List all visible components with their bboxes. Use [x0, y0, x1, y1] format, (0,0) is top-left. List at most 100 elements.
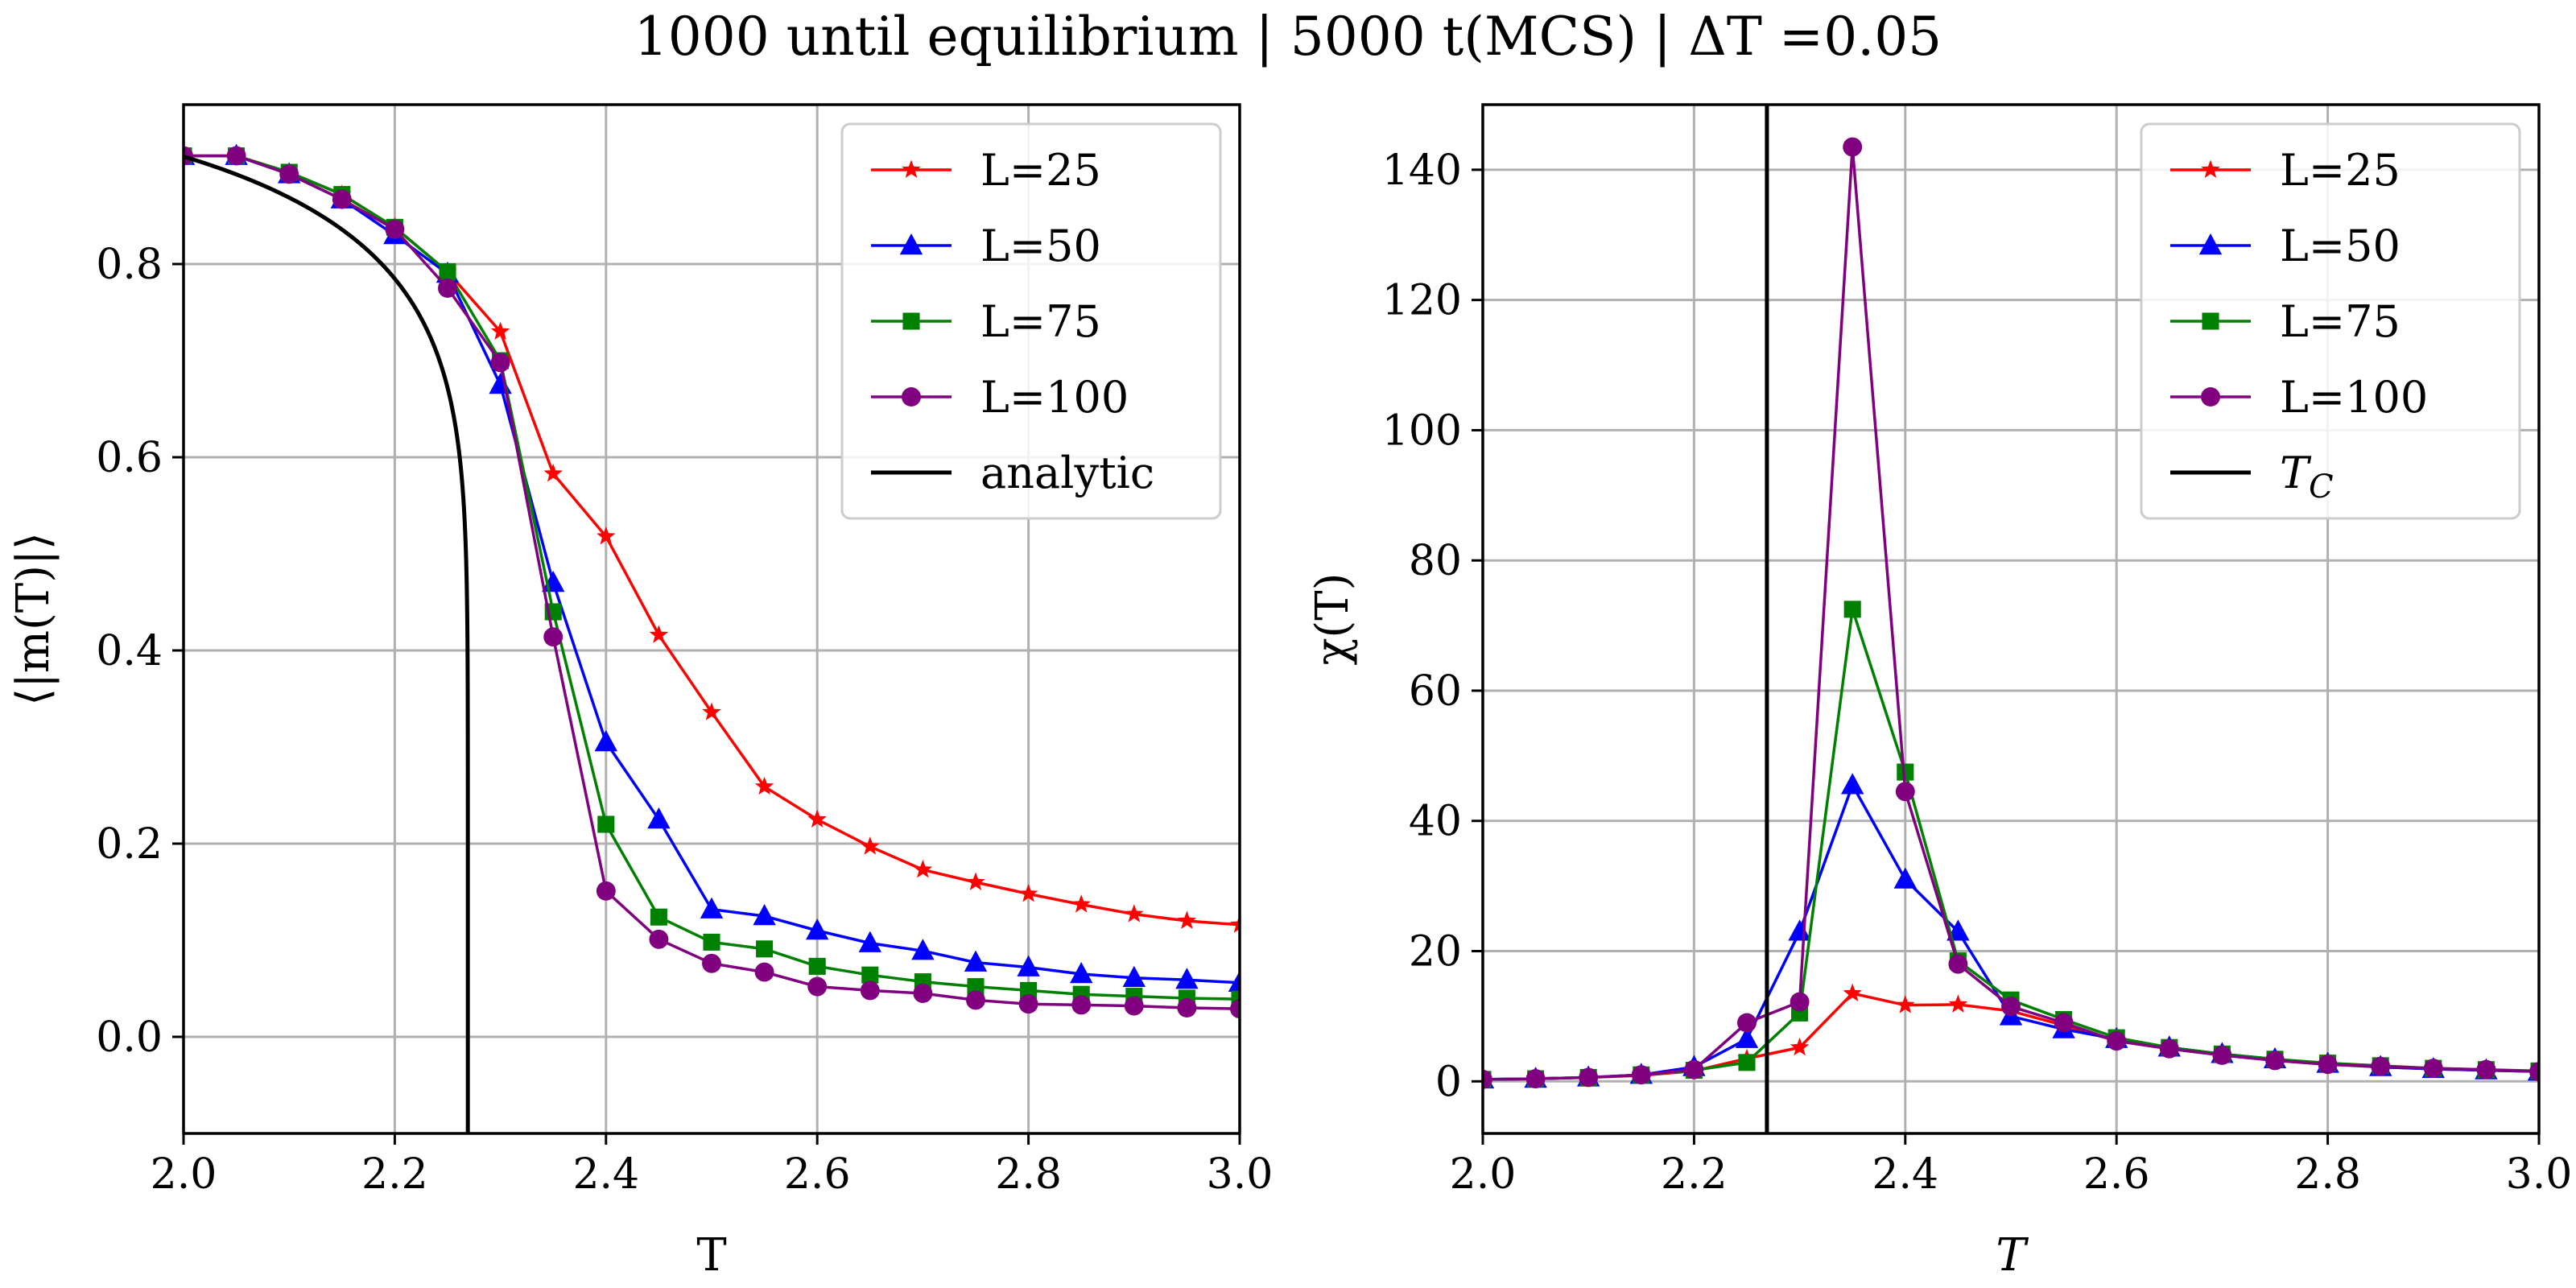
mag-series-l100-point: [279, 164, 299, 184]
chi-series-l100-point: [2476, 1059, 2496, 1080]
mag-series-l25-point: [1071, 894, 1091, 913]
mag-series-l75-point: [808, 957, 826, 975]
y-tick-label: 120: [1382, 277, 1462, 325]
mag-series-l25-point: [754, 776, 774, 795]
x-tick-label: 2.2: [1661, 1150, 1728, 1199]
mag-series-l25-point: [966, 872, 985, 890]
mag-series-l100-point: [860, 980, 880, 1001]
figure-title: 1000 until equilibrium | 5000 t(MCS) | Δ…: [634, 6, 1942, 68]
mag-series-l25-point: [1125, 904, 1144, 923]
mag-series-l100-point: [543, 627, 564, 647]
mag-series-l100-point: [1071, 995, 1092, 1015]
mag-series-l100-point: [438, 279, 457, 298]
mag-series-l100-point: [807, 976, 828, 997]
mag-series-l75-point: [967, 978, 985, 996]
mag-legend-entry-l50-label: L=50: [980, 221, 1101, 271]
mag-series-l75-point: [756, 940, 774, 958]
chi-series-l100-point: [1948, 954, 1968, 974]
chi-series-l100-point: [2265, 1051, 2285, 1071]
mag-series-l25-point: [597, 526, 616, 545]
mag-legend-entry-l75-label: L=75: [980, 296, 1101, 347]
y-tick-label: 20: [1409, 928, 1462, 976]
chi-series-l100-point: [1895, 782, 1915, 802]
mag-series-l25-point: [649, 625, 669, 643]
chi-series-l50-point: [1893, 867, 1918, 889]
chi-series-l100-point: [1525, 1069, 1546, 1089]
mag-series-l100-point: [226, 146, 246, 166]
x-tick-label: 2.0: [1450, 1150, 1517, 1199]
mag-series-l50-point: [489, 373, 512, 394]
mag-y-axis-label: ⟨|m(T)|⟩: [7, 532, 60, 706]
mag-x-axis-label: T: [696, 1229, 726, 1282]
mag-series-l25-point: [702, 702, 721, 720]
chi-series-l100-point: [2318, 1055, 2338, 1075]
chi-series-l50-point: [1735, 1026, 1759, 1048]
chi-legend-entry-l75-marker: [2202, 312, 2219, 330]
x-tick-label: 2.8: [2294, 1150, 2361, 1199]
chi-series-l50-line: [1483, 782, 2539, 1081]
chi-series-l75-point: [1843, 601, 1861, 618]
chi-series-group: [1483, 105, 2539, 1133]
mag-series-l25-point: [861, 836, 880, 855]
mag-series-l100-point: [913, 984, 933, 1003]
chi-legend-entry-l50-marker: [2198, 233, 2223, 255]
mag-series-l50-point: [1175, 968, 1199, 989]
mag-series-l75-point: [1020, 981, 1038, 999]
chi-legend-entry-l100-label: L=100: [2280, 372, 2428, 423]
mag-legend-entry-l75: L=75: [871, 296, 1101, 347]
mag-legend-entry-analytic: analytic: [871, 448, 1154, 498]
chi-legend-entry-l100: L=100: [2170, 372, 2428, 423]
y-tick-label: 100: [1382, 407, 1462, 455]
y-tick-label: 80: [1409, 537, 1462, 585]
chi-series-l100-point: [2001, 997, 2021, 1017]
chi-series-l100-point: [1790, 992, 1810, 1012]
chi-series-l75-point: [1897, 763, 1914, 781]
mag-legend-entry-l25-label: L=25: [980, 145, 1101, 196]
mag-legend: L=25 L=50 L=75 L=100 analytic: [840, 122, 1222, 520]
mag-legend-entry-l25-marker: [902, 159, 921, 178]
chi-legend-entry-l75: L=75: [2170, 296, 2401, 347]
chi-x-axis-label: T: [1996, 1229, 2029, 1282]
mag-series-analytic-line: [184, 155, 470, 1133]
x-tick-label: 2.8: [995, 1150, 1062, 1199]
y-tick-label: 60: [1409, 667, 1462, 716]
mag-legend-entry-l100: L=100: [871, 372, 1129, 423]
chi-legend-entry-l100-marker: [2201, 387, 2220, 407]
mag-legend-entry-l75-marker: [902, 312, 920, 330]
x-tick-label: 2.2: [361, 1150, 428, 1199]
mag-series-l50-point: [1069, 962, 1093, 984]
chi-legend-entry-l25-marker: [2201, 159, 2220, 178]
mag-series-l75-point: [597, 815, 615, 833]
mag-legend-entry-analytic-label: analytic: [980, 448, 1154, 498]
chi-series-l25-point: [1896, 995, 1915, 1013]
chi-series-l25-point: [1843, 983, 1862, 1002]
y-tick-label: 40: [1409, 798, 1462, 846]
chi-series-l100-point: [1483, 1069, 1492, 1089]
mag-series-l100-point: [702, 953, 721, 973]
magnetization-panel: 2.0 2.2 2.4 2.6 2.8 3.0 0.0 0.2 0.4 0.6 0.8 T ⟨|m(T)…: [7, 103, 1273, 1282]
mag-series-l50-point: [858, 931, 882, 952]
mag-legend-entry-l25: L=25: [871, 145, 1101, 196]
x-tick-label: 3.0: [2506, 1150, 2573, 1199]
mag-legend-entry-l100-marker: [902, 387, 921, 407]
mag-series-l50-point: [1228, 970, 1240, 993]
mag-series-l75-point: [703, 933, 720, 951]
mag-series-l25-point: [1230, 914, 1240, 933]
y-tick-label: 0: [1435, 1058, 1462, 1106]
mag-series-l100-point: [1018, 994, 1038, 1014]
mag-series-l25-point: [490, 321, 510, 340]
x-tick-label: 2.4: [1872, 1150, 1938, 1199]
chi-series-l100-point: [2529, 1062, 2539, 1082]
mag-series-l25-point: [543, 464, 563, 482]
mag-series-l100-point: [1230, 999, 1240, 1019]
chi-series-l50-point: [1788, 919, 1811, 941]
mag-plot-frame: [182, 103, 1241, 1135]
mag-series-l100-point: [385, 219, 405, 239]
mag-series-l50-point: [647, 807, 671, 829]
susceptibility-panel: 2.0 2.2 2.4 2.6 2.8 3.0 0 20 40 60 80 100 120 140 Tχ(T…: [1307, 103, 2573, 1282]
chi-series-l100-point: [1579, 1067, 1599, 1088]
mag-legend-entry-l100-label: L=100: [980, 372, 1129, 423]
chi-series-l25-point: [1948, 994, 1968, 1013]
y-tick-label: 0.8: [96, 241, 163, 289]
